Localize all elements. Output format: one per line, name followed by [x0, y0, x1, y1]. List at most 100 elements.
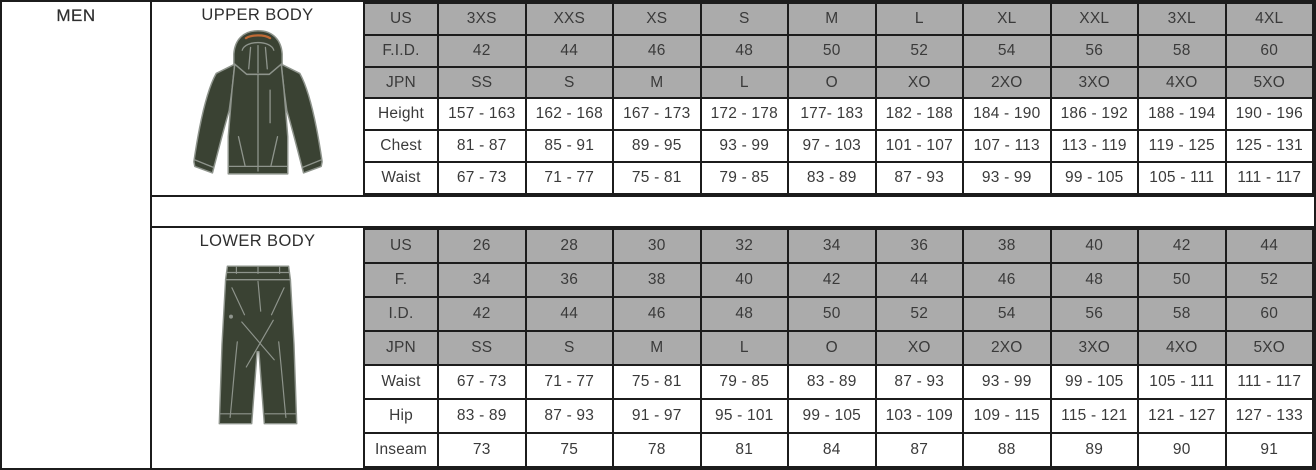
size-cell: 36: [874, 228, 964, 264]
table-row: F.I.D. 42 44 46 48 50 52 54 56 58 60: [363, 33, 1314, 68]
size-cell: 188 - 194: [1137, 97, 1227, 132]
size-cell: 81 - 87: [437, 129, 527, 164]
upper-body-cell: UPPER BODY: [152, 2, 363, 195]
size-cell: 105 - 111: [1137, 161, 1227, 195]
size-cell: 81: [699, 432, 789, 468]
size-cell: XL: [962, 2, 1052, 36]
size-cell: 60: [1224, 33, 1314, 68]
size-cell: 44: [1224, 228, 1314, 264]
size-cell: 67 - 73: [437, 161, 527, 195]
size-cell: 90: [1137, 432, 1227, 468]
size-cell: 113 - 119: [1049, 129, 1139, 164]
size-cell: 4XL: [1224, 2, 1314, 36]
size-cell: 26: [437, 228, 527, 264]
size-cell: 42: [437, 33, 527, 68]
size-cell: 115 - 121: [1049, 398, 1139, 434]
size-cell: 40: [1049, 228, 1139, 264]
size-cell: 54: [962, 33, 1052, 68]
size-cell: O: [787, 65, 877, 100]
row-label: Inseam: [363, 432, 439, 468]
size-cell: 93 - 99: [962, 161, 1052, 195]
size-cell: O: [787, 330, 877, 366]
size-cell: 111 - 117: [1224, 161, 1314, 195]
lower-body-cell: LOWER BODY: [152, 228, 363, 468]
size-cell: 103 - 109: [874, 398, 964, 434]
table-row: Chest 81 - 87 85 - 91 89 - 95 93 - 99 97 - 10…: [363, 129, 1314, 164]
size-cell: SS: [437, 330, 527, 366]
row-label: Waist: [363, 161, 439, 195]
size-cell: 99 - 105: [787, 398, 877, 434]
size-cell: 52: [874, 33, 964, 68]
size-cell: 107 - 113: [962, 129, 1052, 164]
size-cell: 44: [524, 33, 614, 68]
category-label: MEN: [56, 6, 96, 25]
size-cell: 46: [612, 296, 702, 332]
size-cell: 79 - 85: [699, 364, 789, 400]
row-label: US: [363, 2, 439, 36]
lower-body-table-wrap: US 26 28 30 32 34 36 38 40 42 44 F. 34 36 38 40 42 44 46 48…: [363, 228, 1314, 468]
table-row: US 3XS XXS XS S M L XL XXL 3XL 4XL: [363, 2, 1314, 36]
size-cell: M: [787, 2, 877, 36]
table-row: JPN SS S M L O XO 2XO 3XO 4XO 5XO: [363, 65, 1314, 100]
size-cell: 30: [612, 228, 702, 264]
size-cell: 42: [437, 296, 527, 332]
size-cell: 78: [612, 432, 702, 468]
size-cell: 56: [1049, 296, 1139, 332]
size-cell: 73: [437, 432, 527, 468]
size-cell: 4XO: [1137, 330, 1227, 366]
size-cell: 3XO: [1049, 330, 1139, 366]
size-cell: M: [612, 65, 702, 100]
size-cell: 162 - 168: [524, 97, 614, 132]
upper-body-table-wrap: US 3XS XXS XS S M L XL XXL 3XL 4XL F.I.D. 42 44 46 48 50…: [363, 2, 1314, 195]
table-row: Height 157 - 163 162 - 168 167 - 173 172 - 1…: [363, 97, 1314, 132]
size-cell: L: [874, 2, 964, 36]
size-cell: 121 - 127: [1137, 398, 1227, 434]
size-cell: 52: [874, 296, 964, 332]
table-row: Inseam 73 75 78 81 84 87 88 89 90 91: [363, 432, 1314, 468]
size-cell: 50: [787, 296, 877, 332]
size-cell: 91 - 97: [612, 398, 702, 434]
size-cell: 89 - 95: [612, 129, 702, 164]
size-cell: 127 - 133: [1224, 398, 1314, 434]
size-cell: 71 - 77: [524, 364, 614, 400]
row-label: JPN: [363, 330, 439, 366]
jacket-illustration: [192, 29, 323, 175]
pants-illustration: [218, 265, 297, 425]
table-row: F. 34 36 38 40 42 44 46 48 50 52: [363, 262, 1314, 298]
row-label: I.D.: [363, 296, 439, 332]
size-cell: 87 - 93: [524, 398, 614, 434]
row-label: Chest: [363, 129, 439, 164]
row-label: US: [363, 228, 439, 264]
size-cell: 101 - 107: [874, 129, 964, 164]
size-cell: 40: [699, 262, 789, 298]
size-cell: 2XO: [962, 65, 1052, 100]
category-cell: MEN: [2, 2, 152, 468]
size-cell: 184 - 190: [962, 97, 1052, 132]
size-cell: S: [524, 65, 614, 100]
row-label: JPN: [363, 65, 439, 100]
table-row: I.D. 42 44 46 48 50 52 54 56 58 60: [363, 296, 1314, 332]
size-cell: 87: [874, 432, 964, 468]
size-cell: 52: [1224, 262, 1314, 298]
table-row: Waist 67 - 73 71 - 77 75 - 81 79 - 85 83 - 89…: [363, 161, 1314, 195]
size-cell: 3XL: [1137, 2, 1227, 36]
lower-body-table: US 26 28 30 32 34 36 38 40 42 44 F. 34 36 38 40 42 44 46 48…: [363, 228, 1314, 468]
size-cell: 34: [437, 262, 527, 298]
lower-body-section: LOWER BODY: [152, 228, 1314, 468]
size-cell: M: [612, 330, 702, 366]
size-cell: 56: [1049, 33, 1139, 68]
chart-body: UPPER BODY: [152, 2, 1314, 468]
spacer-row: [152, 195, 1314, 228]
size-cell: 186 - 192: [1049, 97, 1139, 132]
size-cell: L: [699, 330, 789, 366]
size-cell: XXS: [524, 2, 614, 36]
size-cell: 44: [874, 262, 964, 298]
size-cell: 67 - 73: [437, 364, 527, 400]
size-cell: 48: [1049, 262, 1139, 298]
row-label: Height: [363, 97, 439, 132]
row-label: Waist: [363, 364, 439, 400]
size-cell: 182 - 188: [874, 97, 964, 132]
size-cell: 83 - 89: [787, 364, 877, 400]
size-cell: 48: [699, 296, 789, 332]
upper-body-title: UPPER BODY: [201, 6, 314, 24]
